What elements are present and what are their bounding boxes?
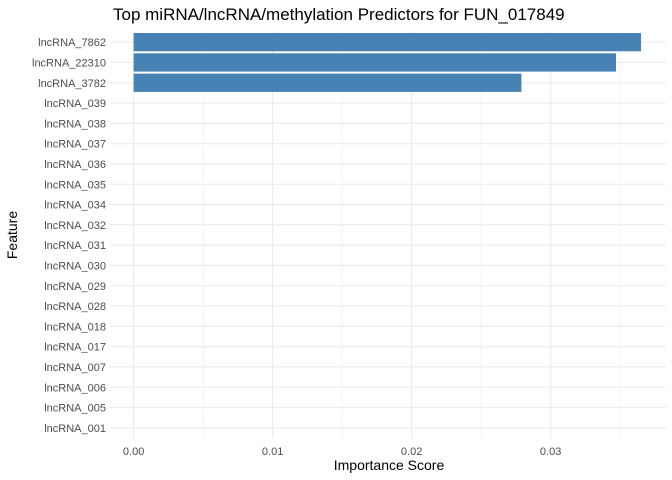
bar-lncRNA_7862 — [133, 33, 641, 52]
y-tick-label: lncRNA_030 — [44, 260, 106, 272]
x-tick-label: 0.01 — [262, 446, 283, 458]
y-tick-labels: lncRNA_7862 lncRNA_22310 lncRNA_3782 lncRNA… — [32, 37, 106, 435]
chart-title: Top miRNA/lncRNA/methylation Predictors … — [113, 5, 565, 24]
x-tick-label: 0.00 — [123, 446, 144, 458]
y-tick-label: lncRNA_018 — [44, 321, 106, 333]
y-tick-label: lncRNA_005 — [44, 403, 106, 415]
bars — [133, 33, 641, 92]
y-axis-title: Feature — [4, 211, 20, 259]
y-tick-label: lncRNA_029 — [44, 281, 106, 293]
y-tick-label: lncRNA_038 — [44, 118, 106, 130]
x-tick-label: 0.03 — [540, 446, 561, 458]
y-tick-label: lncRNA_7862 — [38, 37, 106, 49]
bar-lncRNA_22310 — [133, 53, 616, 72]
y-tick-label: lncRNA_017 — [44, 342, 106, 354]
bar-lncRNA_3782 — [133, 73, 522, 92]
y-tick-label: lncRNA_039 — [44, 98, 106, 110]
y-tick-label: lncRNA_037 — [44, 139, 106, 151]
x-tick-labels: 0.00 0.01 0.02 0.03 — [123, 446, 561, 458]
y-tick-label: lncRNA_028 — [44, 301, 106, 313]
x-tick-label: 0.02 — [401, 446, 422, 458]
y-tick-label: lncRNA_035 — [44, 179, 106, 191]
y-tick-label: lncRNA_3782 — [38, 78, 106, 90]
y-tick-label: lncRNA_22310 — [32, 57, 106, 69]
x-axis-title: Importance Score — [334, 457, 445, 473]
y-tick-label: lncRNA_034 — [44, 200, 106, 212]
y-tick-label: lncRNA_006 — [44, 382, 106, 394]
y-tick-label: lncRNA_032 — [44, 220, 106, 232]
y-tick-label: lncRNA_036 — [44, 159, 106, 171]
grid — [110, 32, 666, 438]
y-tick-label: lncRNA_007 — [44, 362, 106, 374]
y-tick-label: lncRNA_031 — [44, 240, 106, 252]
y-tick-label: lncRNA_001 — [44, 423, 106, 435]
